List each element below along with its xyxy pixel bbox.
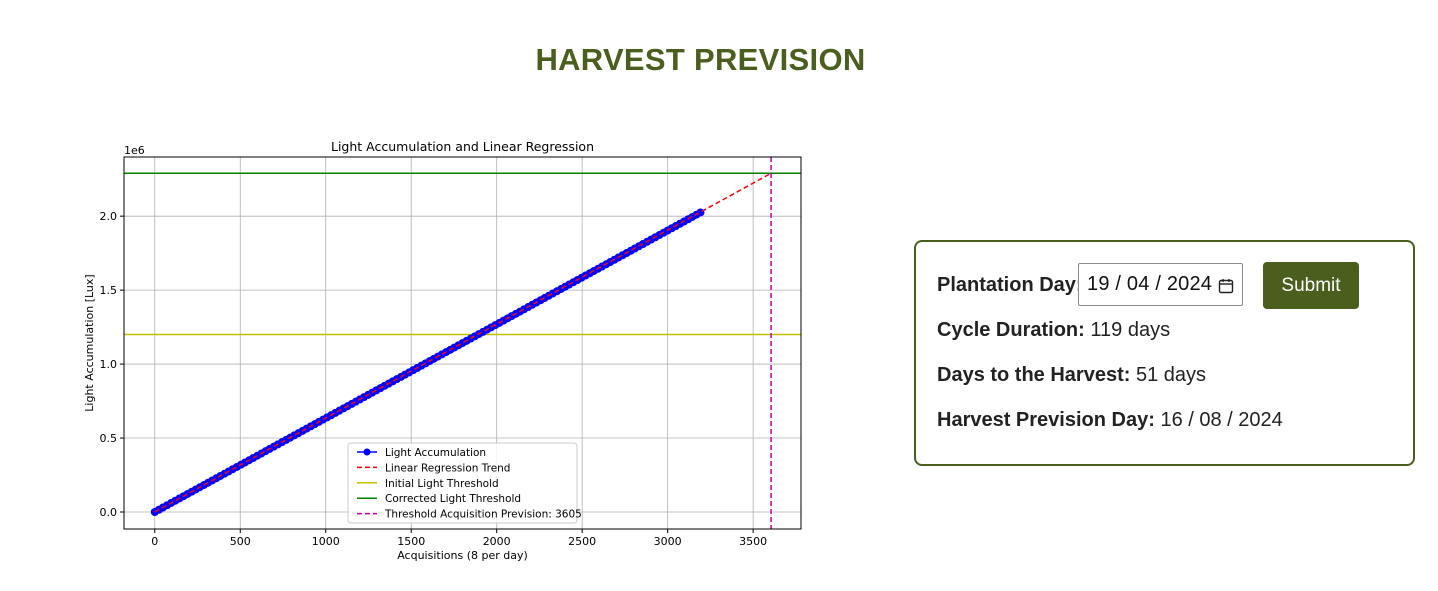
harvest-form-card: Plantation Day: 19 / 04 / 2024 Submit Cy… [914,240,1415,466]
x-axis-label: Acquisitions (8 per day) [397,549,528,562]
legend-label: Initial Light Threshold [385,478,499,490]
plantation-date-input[interactable]: 19 / 04 / 2024 [1078,263,1243,306]
cycle-duration-value: 119 days [1090,319,1171,341]
x-tick-label: 2000 [483,535,511,548]
y-tick-label: 0.0 [100,506,118,519]
submit-button[interactable]: Submit [1263,262,1359,309]
cycle-duration-label: Cycle Duration: [937,319,1085,341]
plantation-label: Plantation Day: [937,274,1083,296]
x-tick-label: 1500 [397,535,425,548]
plot-frame [123,156,802,530]
y-tick-label: 1.5 [100,284,118,297]
legend-label: Linear Regression Trend [385,462,510,474]
cycle-duration-row: Cycle Duration: 119 days [937,319,1170,342]
y-axis-label: Light Accumulation [Lux] [83,274,96,411]
y-tick-label: 0.5 [100,432,118,445]
x-tick-label: 0 [151,535,158,548]
page-title: HARVEST PREVISION [535,42,866,77]
regression-line [154,172,772,513]
days-to-harvest-value: 51 days [1135,364,1207,386]
days-to-harvest-row: Days to the Harvest: 51 days [937,364,1206,387]
legend-label: Threshold Acquisition Prevision: 3605 [384,509,582,521]
y-tick-label: 2.0 [100,210,118,223]
x-tick-label: 3500 [739,535,767,548]
harvest-prevision-row: Harvest Prevision Day: 16 / 08 / 2024 [937,409,1283,432]
plantation-date-value[interactable]: 19 / 04 / 2024 [1087,273,1213,295]
x-tick-label: 2500 [568,535,596,548]
y-offset-label: 1e6 [124,144,145,157]
harvest-prevision-value: 16 / 08 / 2024 [1160,409,1283,431]
x-tick-label: 3000 [654,535,682,548]
harvest-prevision-label: Harvest Prevision Day: [937,409,1155,431]
light-accumulation-chart: 0 500 1000 1500 2000 2500 3000 3500 0.0 0.5 1.0 1.5… [80,135,810,565]
legend-label: Corrected Light Threshold [385,493,521,505]
legend-box [347,442,578,524]
plantation-row: Plantation Day: [937,274,1083,297]
chart-svg: 0 500 1000 1500 2000 2500 3000 3500 0.0 0.5 1.0 1.5… [83,139,802,562]
days-to-harvest-label: Days to the Harvest: [937,364,1131,386]
chart-title: Light Accumulation and Linear Regression [331,139,594,154]
legend-marker [363,448,371,456]
calendar-icon[interactable] [1218,277,1234,293]
legend-label: Light Accumulation [385,447,486,459]
accumulation-point [696,208,705,217]
y-tick-label: 1.0 [100,358,118,371]
x-tick-label: 500 [230,535,251,548]
x-tick-label: 1000 [312,535,340,548]
